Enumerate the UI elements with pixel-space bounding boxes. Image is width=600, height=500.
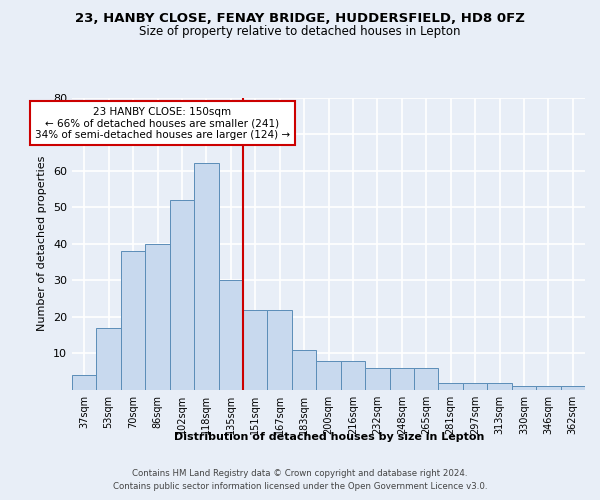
Bar [72,376,97,390]
Bar [268,310,292,390]
Bar [121,251,145,390]
Bar [97,328,121,390]
Bar [560,386,585,390]
Bar [463,382,487,390]
Bar [487,382,512,390]
Bar [389,368,414,390]
Bar [439,382,463,390]
Bar [170,200,194,390]
Bar [218,280,243,390]
Bar [414,368,439,390]
Bar [316,361,341,390]
Bar [243,310,268,390]
Bar [341,361,365,390]
Text: 23, HANBY CLOSE, FENAY BRIDGE, HUDDERSFIELD, HD8 0FZ: 23, HANBY CLOSE, FENAY BRIDGE, HUDDERSFI… [75,12,525,26]
Bar [292,350,316,390]
Text: Contains HM Land Registry data © Crown copyright and database right 2024.: Contains HM Land Registry data © Crown c… [132,469,468,478]
Y-axis label: Number of detached properties: Number of detached properties [37,156,47,332]
Text: Distribution of detached houses by size in Lepton: Distribution of detached houses by size … [173,432,484,442]
Bar [145,244,170,390]
Text: Contains public sector information licensed under the Open Government Licence v3: Contains public sector information licen… [113,482,487,491]
Bar [194,164,218,390]
Text: Size of property relative to detached houses in Lepton: Size of property relative to detached ho… [139,25,461,38]
Bar [536,386,560,390]
Bar [512,386,536,390]
Text: 23 HANBY CLOSE: 150sqm
← 66% of detached houses are smaller (241)
34% of semi-de: 23 HANBY CLOSE: 150sqm ← 66% of detached… [35,106,290,140]
Bar [365,368,389,390]
